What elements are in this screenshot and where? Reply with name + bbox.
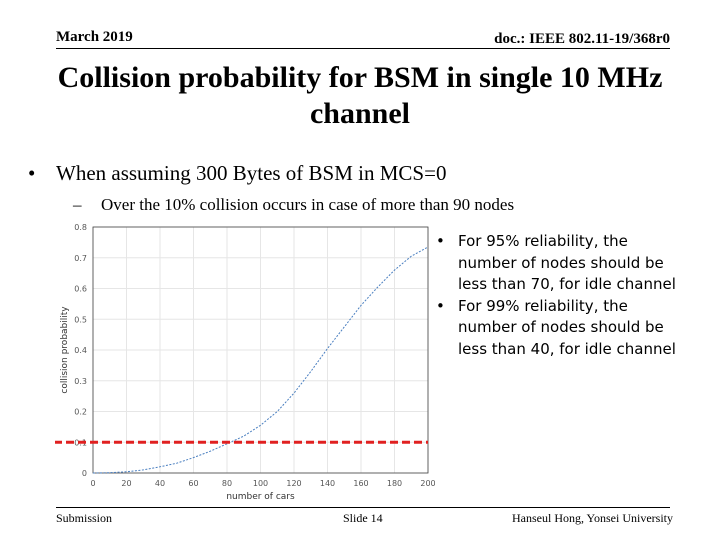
footer-divider [56, 507, 670, 508]
collision-chart: 02040608010012014016018020000.10.20.30.4… [55, 223, 435, 502]
y-tick-label: 0.3 [74, 377, 87, 386]
chart-ticks: 02040608010012014016018020000.10.20.30.4… [74, 223, 435, 488]
y-tick-label: 0.2 [74, 408, 87, 417]
collision-curve [92, 246, 429, 474]
note-item: • For 95% reliability, the number of node… [436, 231, 686, 296]
header-date: March 2019 [56, 29, 133, 45]
x-tick-label: 120 [286, 479, 301, 488]
y-tick-label: 0.6 [74, 285, 87, 294]
x-tick-label: 200 [420, 479, 435, 488]
note-item: • For 99% reliability, the number of node… [436, 296, 686, 361]
y-tick-label: 0.8 [74, 223, 87, 232]
x-tick-label: 160 [353, 479, 368, 488]
header-divider [56, 48, 670, 49]
chart-grid [92, 226, 429, 474]
bullet-marker: • [28, 161, 36, 185]
reliability-notes: • For 95% reliability, the number of node… [436, 231, 686, 360]
main-bullet-text: When assuming 300 Bytes of BSM in MCS=0 [56, 161, 447, 185]
x-axis-label: number of cars [226, 492, 295, 502]
header-doc-id: doc.: IEEE 802.11-19/368r0 [494, 31, 670, 47]
note-text: For 95% reliability, the number of nodes… [458, 232, 676, 293]
x-tick-label: 60 [188, 479, 198, 488]
y-tick-label: 0.7 [74, 254, 87, 263]
x-tick-label: 0 [90, 479, 95, 488]
footer-author: Hanseul Hong, Yonsei University [512, 511, 673, 525]
x-tick-label: 40 [155, 479, 165, 488]
main-bullet: • When assuming 300 Bytes of BSM in MCS=0 [28, 161, 446, 186]
plot-frame [92, 226, 429, 474]
footer-slide-number: Slide 14 [343, 511, 383, 525]
note-bullet: • [436, 232, 445, 250]
note-text: For 99% reliability, the number of nodes… [458, 296, 676, 358]
sub-bullet-text: Over the 10% collision occurs in case of… [101, 195, 515, 214]
chart-marks [55, 246, 429, 474]
chart-axes [92, 226, 429, 474]
note-bullet: • [436, 296, 445, 315]
slide-title: Collision probability for BSM in single … [57, 61, 663, 130]
x-tick-label: 20 [121, 479, 131, 488]
sub-bullet: – Over the 10% collision occurs in case o… [73, 195, 514, 215]
x-tick-label: 140 [320, 479, 335, 488]
y-tick-label: 0.5 [74, 315, 87, 324]
x-tick-label: 80 [222, 479, 232, 488]
footer-submission: Submission [56, 511, 113, 525]
y-tick-label: 0.4 [74, 346, 87, 355]
y-tick-label: 0 [82, 469, 87, 478]
x-tick-label: 100 [253, 479, 268, 488]
dash-marker: – [73, 195, 82, 214]
y-axis-label: collision probability [60, 306, 70, 394]
x-tick-label: 180 [387, 479, 402, 488]
